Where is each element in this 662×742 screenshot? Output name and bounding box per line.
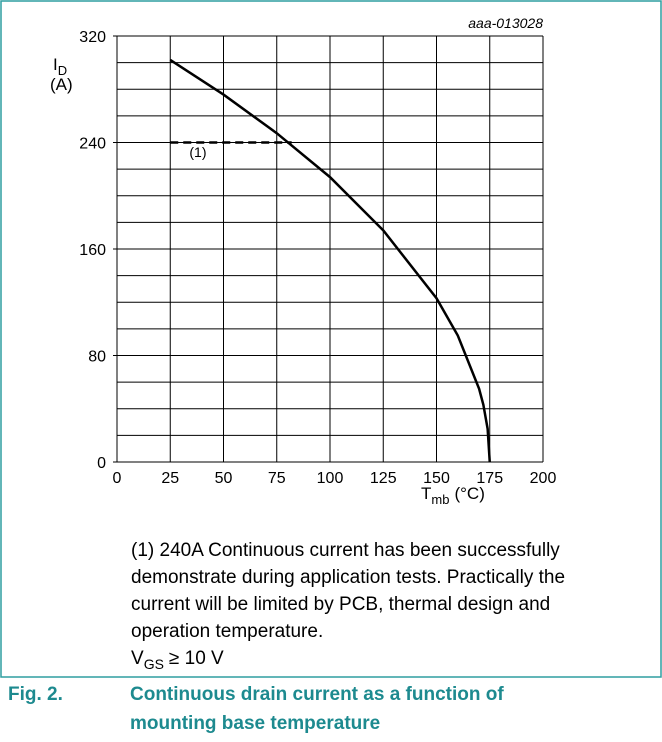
y-axis-label-sub: D [58,63,67,78]
caption: Continuous drain current as a function o… [130,684,504,734]
y-tick-label: 0 [97,455,106,472]
caption-number: Fig. 2. [8,684,63,705]
y-tick-label: 80 [88,349,106,366]
x-tick-label: 150 [423,470,450,487]
x-axis-label-unit: (°C) [454,484,484,503]
note-line: operation temperature. [131,621,323,642]
caption-line: Continuous drain current as a function o… [130,684,504,705]
y-tick-label: 320 [79,29,106,46]
x-axis-label-sub: mb [431,492,449,507]
y-axis-label: ID [53,55,67,78]
caption-line: mounting base temperature [130,713,380,734]
figure-id: aaa-013028 [468,15,543,31]
x-tick-label: 50 [215,470,233,487]
y-axis-unit: (A) [50,75,73,94]
frame [0,0,662,678]
condition-main: V [131,648,144,669]
y-axis-label-main: I [53,55,58,74]
note-line: current will be limited by PCB, thermal … [131,594,550,615]
annotation: (1) [189,144,206,160]
x-tick-label: 75 [268,470,286,487]
x-axis-label-main: T [421,484,431,503]
x-tick-label: 0 [113,470,122,487]
note-line: (1) 240A Continuous current has been suc… [131,540,560,561]
note: (1) 240A Continuous current has been suc… [131,540,565,642]
x-tick-label: 25 [161,470,179,487]
x-tick-label: 100 [317,470,344,487]
x-tick-label: 200 [530,470,557,487]
x-tick-label: 125 [370,470,397,487]
y-tick-label: 240 [79,136,106,153]
x-tick-label: 175 [476,470,503,487]
condition-sub: GS [144,656,164,672]
series-line [169,58,491,463]
condition-rest: ≥ 10 V [169,648,224,669]
x-axis-label: Tmb (°C) [421,484,485,507]
y-tick-label: 160 [79,242,106,259]
note-line: demonstrate during application tests. Pr… [131,567,565,588]
condition: VGS ≥ 10 V [131,648,224,672]
